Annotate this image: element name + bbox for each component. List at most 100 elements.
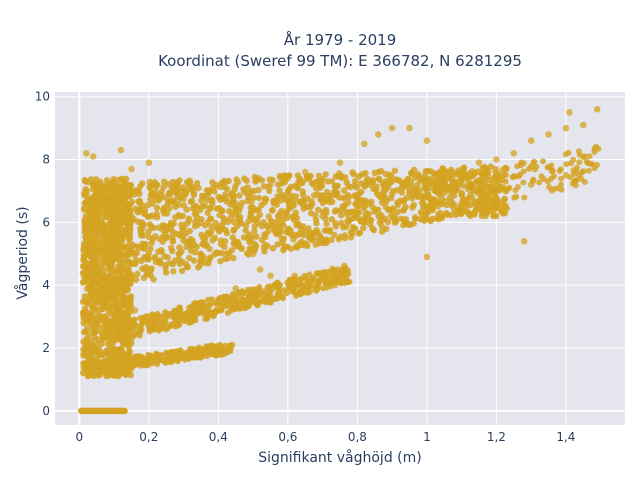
data-point	[197, 300, 205, 308]
data-point	[127, 371, 134, 379]
data-point	[538, 173, 545, 180]
data-point	[182, 191, 189, 198]
data-point	[196, 262, 204, 269]
data-point	[100, 205, 108, 213]
data-point	[145, 159, 153, 166]
data-point	[573, 177, 580, 184]
data-point	[364, 175, 371, 183]
data-point	[297, 198, 304, 206]
data-point	[371, 169, 378, 177]
data-point	[113, 254, 121, 261]
data-points	[77, 106, 602, 415]
data-point	[563, 161, 570, 168]
data-point	[475, 184, 482, 191]
data-point	[136, 197, 143, 204]
data-point	[264, 228, 272, 235]
data-point	[351, 225, 359, 232]
data-point	[117, 187, 125, 195]
data-point	[326, 226, 334, 234]
data-point	[217, 349, 224, 356]
data-point	[511, 194, 518, 201]
x-tick-label: 1,2	[487, 430, 506, 444]
data-point	[219, 220, 226, 228]
data-point	[510, 150, 518, 157]
y-tick-label: 6	[42, 215, 50, 229]
data-point	[137, 322, 144, 329]
data-point	[192, 349, 199, 356]
data-point	[267, 181, 274, 188]
data-point	[455, 167, 463, 174]
data-point	[230, 226, 238, 233]
data-point	[427, 168, 434, 175]
data-point	[481, 163, 488, 171]
data-point	[258, 236, 266, 244]
data-point	[361, 140, 368, 148]
data-point	[221, 243, 228, 251]
data-point	[121, 301, 128, 308]
data-point	[204, 311, 211, 318]
chart-title-line1: År 1979 - 2019	[284, 30, 397, 49]
data-point	[134, 270, 141, 277]
data-point	[220, 214, 227, 222]
data-point	[88, 364, 95, 371]
data-point	[187, 186, 194, 193]
data-point	[152, 181, 160, 188]
data-point	[261, 195, 269, 202]
data-point	[80, 256, 87, 264]
data-point	[328, 283, 334, 290]
data-point	[562, 172, 570, 179]
data-point	[119, 357, 125, 364]
y-axis-ticks: 0 2 4 6 8 10	[35, 90, 50, 418]
data-point	[493, 184, 501, 191]
data-point	[100, 334, 108, 342]
data-point	[517, 171, 524, 178]
data-point	[89, 407, 97, 415]
data-point	[462, 207, 469, 214]
data-point	[447, 169, 454, 176]
data-point	[82, 186, 89, 193]
data-point	[414, 181, 421, 189]
chart-title-line2: Koordinat (Sweref 99 TM): E 366782, N 62…	[158, 52, 522, 70]
data-point	[278, 292, 285, 299]
data-point	[268, 207, 276, 214]
data-point	[143, 271, 151, 278]
data-point	[80, 328, 88, 336]
data-point	[209, 197, 216, 204]
data-point	[192, 317, 199, 324]
data-point	[156, 356, 163, 363]
data-point	[269, 245, 277, 252]
data-point	[95, 227, 103, 234]
data-point	[179, 225, 186, 232]
data-point	[110, 407, 118, 415]
data-point	[562, 124, 570, 132]
data-point	[104, 242, 112, 249]
data-point	[548, 187, 555, 194]
data-point	[88, 195, 95, 202]
data-point	[112, 323, 119, 330]
data-point	[155, 248, 162, 255]
data-point	[218, 250, 225, 257]
data-point	[312, 179, 319, 186]
data-point	[96, 184, 104, 192]
data-point	[135, 244, 143, 251]
data-point	[83, 275, 90, 283]
data-point	[345, 199, 352, 206]
data-point	[195, 184, 202, 192]
data-point	[258, 201, 265, 209]
data-point	[502, 164, 509, 171]
x-tick-label: 0,2	[139, 430, 158, 444]
y-tick-label: 0	[42, 404, 50, 418]
data-point	[318, 235, 325, 243]
x-tick-label: 0,4	[209, 430, 228, 444]
data-point	[160, 210, 168, 217]
data-point	[117, 146, 125, 154]
data-point	[341, 235, 349, 242]
data-point	[578, 175, 585, 182]
data-point	[229, 341, 236, 349]
data-point	[197, 206, 204, 214]
data-point	[228, 306, 235, 313]
data-point	[591, 148, 598, 155]
data-point	[246, 238, 253, 245]
data-point	[255, 194, 262, 202]
data-point	[194, 180, 201, 187]
